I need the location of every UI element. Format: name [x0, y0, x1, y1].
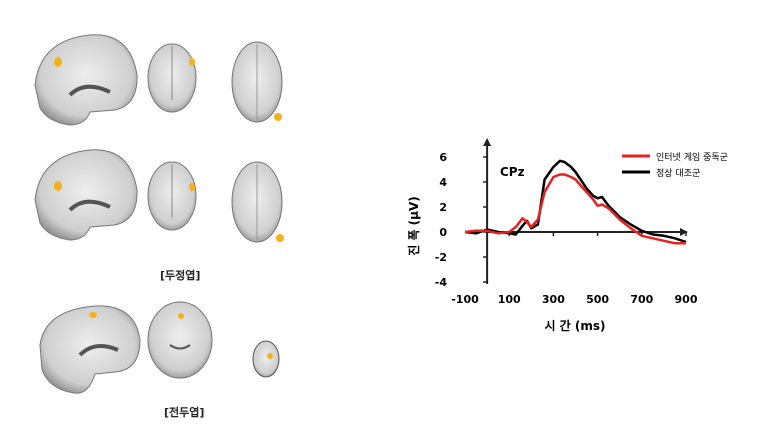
activation-spot — [276, 234, 284, 242]
chart-title: CPz — [500, 165, 525, 179]
y-tick-label: 0 — [439, 226, 447, 239]
activation-spot — [189, 183, 195, 191]
series-line — [464, 159, 687, 244]
parietal-lobe-caption: [두정엽] — [160, 269, 201, 282]
x-tick-label: 300 — [542, 293, 565, 306]
chart-axes: -4 -2 0 2 4 6 -100 100 300 500 700 900 — [435, 138, 698, 306]
chart-series — [464, 159, 687, 245]
y-tick-label: -2 — [435, 251, 447, 264]
axial-brain-image-small — [252, 340, 280, 378]
activation-spot — [54, 181, 62, 191]
x-tick-label: -100 — [451, 293, 479, 306]
sagittal-brain-image — [39, 305, 141, 394]
x-tick-label: 900 — [675, 293, 698, 306]
activation-spot — [189, 58, 195, 66]
legend-label: 정상 대조군 — [656, 168, 700, 179]
activation-spot — [89, 312, 97, 318]
y-axis-arrow-icon — [483, 138, 492, 146]
series-line — [464, 173, 686, 245]
coronal-brain-image — [147, 43, 197, 113]
x-tick-label: 700 — [630, 293, 653, 306]
activation-spot — [274, 113, 282, 121]
brain-images-panel — [34, 34, 284, 394]
x-tick-label: 500 — [586, 293, 609, 306]
activation-spot — [267, 353, 273, 359]
x-axis-label: 시 간 (ms) — [544, 318, 605, 333]
y-tick-label: 2 — [439, 201, 447, 214]
y-tick-label: 4 — [439, 176, 447, 189]
axial-brain-image — [231, 161, 284, 243]
coronal-brain-image — [147, 161, 197, 231]
y-axis-label: 진 폭 (μV) — [406, 196, 421, 256]
x-axis-arrow-icon — [680, 228, 688, 236]
activation-spot — [178, 313, 184, 319]
y-tick-label: 6 — [439, 151, 447, 164]
coronal-brain-image — [147, 301, 213, 379]
brain-row-1 — [34, 34, 283, 126]
sagittal-brain-image — [34, 34, 138, 126]
activation-spot — [54, 57, 62, 67]
frontal-lobe-caption: [전두엽] — [164, 406, 205, 419]
x-tick-label: 100 — [498, 293, 521, 306]
axial-brain-image — [231, 41, 283, 123]
brain-row-2 — [34, 149, 284, 243]
erp-line-chart: -4 -2 0 2 4 6 -100 100 300 500 700 900 CPz 시 간 (ms)… — [406, 138, 728, 333]
brain-row-3 — [39, 301, 280, 394]
legend-label: 인터넷 게임 중독군 — [656, 151, 728, 163]
sagittal-brain-image — [34, 149, 138, 241]
y-tick-label: -4 — [435, 276, 448, 289]
